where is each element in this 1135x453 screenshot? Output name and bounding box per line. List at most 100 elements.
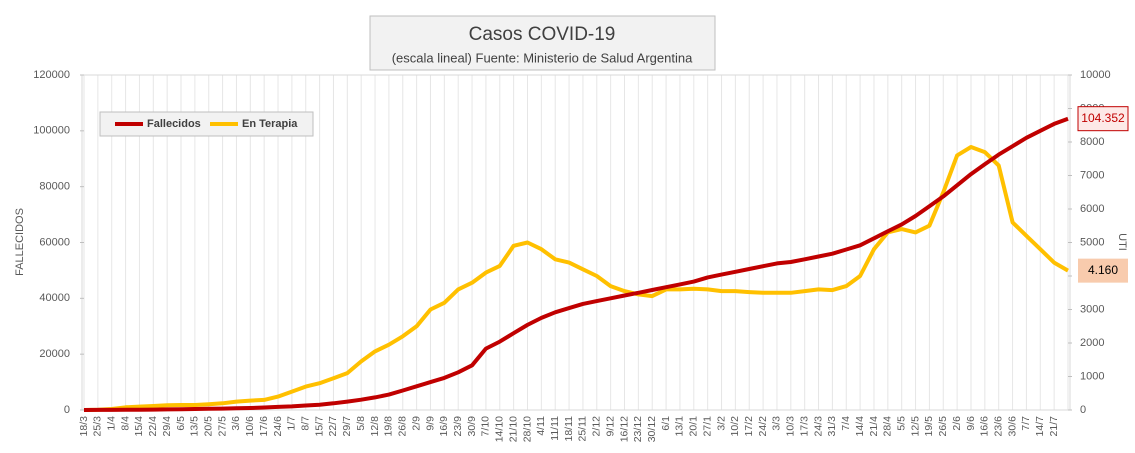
x-tick-label: 31/3 xyxy=(826,416,838,437)
end-label: 4.160 xyxy=(1088,263,1118,277)
x-tick-label: 23/12 xyxy=(632,416,644,442)
x-tick-label: 17/2 xyxy=(743,416,755,437)
x-tick-label: 12/8 xyxy=(369,416,381,437)
end-label-box xyxy=(1077,106,1129,132)
x-tick-label: 30/6 xyxy=(1006,416,1018,437)
x-tick-label: 21/7 xyxy=(1048,416,1060,437)
legend-label: Fallecidos xyxy=(147,118,201,130)
x-tick-label: 22/4 xyxy=(147,416,159,437)
x-tick-label: 21/4 xyxy=(868,416,880,437)
x-tick-label: 7/10 xyxy=(480,416,492,437)
y-tick-label: 80000 xyxy=(39,181,70,193)
chart-subtitle: (escala lineal) Fuente: Ministerio de Sa… xyxy=(392,50,693,65)
x-tick-label: 26/8 xyxy=(397,416,409,437)
x-tick-label: 24/6 xyxy=(272,416,284,437)
x-tick-label: 6/5 xyxy=(175,416,187,431)
y2-tick-label: 7000 xyxy=(1080,169,1104,181)
x-tick-label: 20/5 xyxy=(203,416,215,437)
x-tick-label: 3/3 xyxy=(771,416,783,431)
x-tick-label: 7/7 xyxy=(1020,416,1032,431)
x-tick-label: 24/2 xyxy=(757,416,769,437)
x-tick-label: 23/9 xyxy=(452,416,464,437)
x-tick-label: 23/6 xyxy=(992,416,1004,437)
x-tick-label: 19/8 xyxy=(383,416,395,437)
x-tick-label: 1/4 xyxy=(105,416,117,431)
y2-tick-label: 6000 xyxy=(1080,203,1104,215)
legend: Fallecidos En Terapia xyxy=(99,111,314,137)
x-tick-label: 19/5 xyxy=(923,416,935,437)
x-tick-label: 13/5 xyxy=(189,416,201,437)
x-tick-label: 30/12 xyxy=(646,416,658,442)
y-tick-label: 0 xyxy=(64,404,70,416)
series-line xyxy=(83,145,1069,412)
y-tick-label: 20000 xyxy=(39,348,70,360)
end-label: 104.352 xyxy=(1081,111,1125,125)
x-tick-label: 14/7 xyxy=(1034,416,1046,437)
x-tick-label: 16/12 xyxy=(618,416,630,442)
x-tick-label: 28/4 xyxy=(882,416,894,437)
x-tick-label: 29/4 xyxy=(161,416,173,437)
x-tick-label: 4/11 xyxy=(535,416,547,436)
end-label-box xyxy=(1078,258,1128,283)
x-tick-label: 18/11 xyxy=(563,416,575,442)
x-tick-label: 17/3 xyxy=(798,416,810,437)
x-tick-label: 27/5 xyxy=(216,416,228,437)
y2-axis-label: UTI xyxy=(1116,233,1128,251)
x-tick-label: 25/11 xyxy=(577,416,589,442)
x-tick-label: 24/3 xyxy=(812,416,824,437)
y2-tick-label: 5000 xyxy=(1080,236,1104,248)
x-tick-label: 7/4 xyxy=(840,416,852,431)
y-tick-label: 40000 xyxy=(39,292,70,304)
x-tick-label: 9/12 xyxy=(604,416,616,437)
x-tick-label: 14/10 xyxy=(494,416,506,442)
x-tick-label: 3/6 xyxy=(230,416,242,431)
x-tick-label: 3/2 xyxy=(715,416,727,431)
x-tick-label: 2/6 xyxy=(951,416,963,431)
x-tick-label: 5/8 xyxy=(355,416,367,431)
y2-tick-label: 10000 xyxy=(1080,69,1111,81)
y2-tick-label: 8000 xyxy=(1080,136,1104,148)
y2-tick-label: 2000 xyxy=(1080,337,1104,349)
x-tick-label: 9/9 xyxy=(424,416,436,431)
x-tick-label: 16/9 xyxy=(438,416,450,437)
x-tick-label: 2/12 xyxy=(591,416,603,437)
x-tick-label: 18/3 xyxy=(78,416,90,437)
x-tick-label: 10/6 xyxy=(244,416,256,437)
chart-title: Casos COVID-19 xyxy=(469,24,616,45)
x-tick-label: 10/3 xyxy=(785,416,797,437)
x-tick-label: 15/7 xyxy=(313,416,325,437)
x-tick-label: 5/5 xyxy=(895,416,907,431)
x-tick-label: 29/7 xyxy=(341,416,353,437)
x-tick-label: 11/11 xyxy=(549,416,561,441)
title-box xyxy=(369,15,716,71)
y2-tick-label: 3000 xyxy=(1080,303,1104,315)
x-tick-label: 27/1 xyxy=(701,416,713,437)
series-line xyxy=(83,116,1069,412)
x-tick-label: 16/6 xyxy=(979,416,991,437)
x-tick-label: 15/4 xyxy=(133,416,145,437)
x-tick-label: 20/1 xyxy=(688,416,700,437)
legend-label: En Terapia xyxy=(242,118,298,130)
x-tick-label: 25/3 xyxy=(92,416,104,437)
x-tick-label: 17/6 xyxy=(258,416,270,437)
x-tick-label: 22/7 xyxy=(327,416,339,437)
x-tick-label: 13/1 xyxy=(674,416,686,437)
y-tick-label: 60000 xyxy=(39,236,70,248)
y-tick-label: 100000 xyxy=(33,125,70,137)
x-tick-label: 9/6 xyxy=(965,416,977,431)
y-tick-label: 120000 xyxy=(33,69,70,81)
y-axis-label: FALLECIDOS xyxy=(14,208,26,276)
x-tick-label: 28/10 xyxy=(521,416,533,442)
x-tick-label: 2/9 xyxy=(410,416,422,431)
x-tick-label: 14/4 xyxy=(854,416,866,437)
y2-tick-label: 0 xyxy=(1080,404,1086,416)
x-tick-label: 6/1 xyxy=(660,416,672,431)
x-tick-label: 1/7 xyxy=(286,416,298,431)
x-tick-label: 10/2 xyxy=(729,416,741,437)
x-tick-label: 21/10 xyxy=(507,416,519,442)
x-tick-label: 8/4 xyxy=(119,416,131,431)
x-tick-label: 26/5 xyxy=(937,416,949,437)
y2-tick-label: 1000 xyxy=(1080,370,1104,382)
x-tick-label: 30/9 xyxy=(466,416,478,437)
